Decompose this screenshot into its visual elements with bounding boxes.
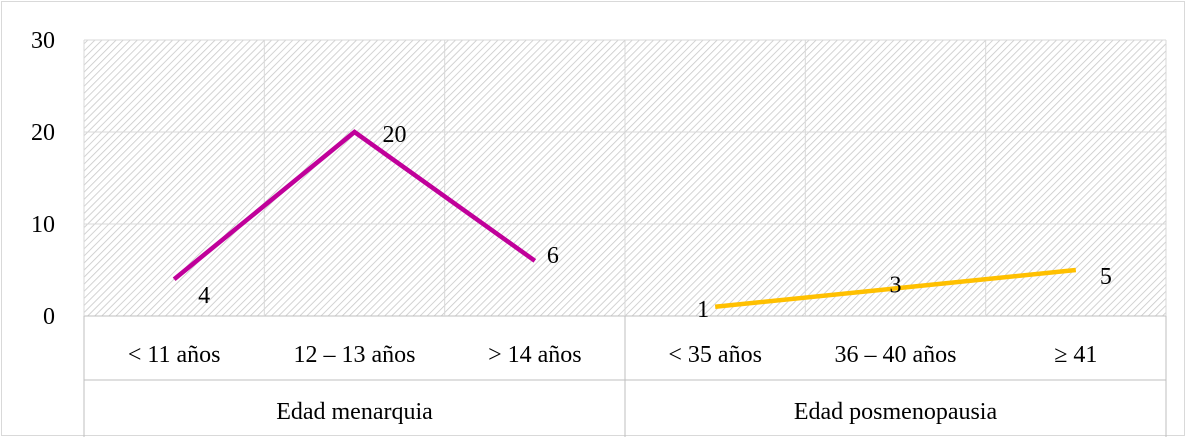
series-line bbox=[172, 129, 537, 281]
group-label: Edad menarquia bbox=[276, 399, 433, 425]
data-label: 20 bbox=[383, 122, 407, 148]
data-label: 4 bbox=[198, 283, 210, 309]
category-label: > 14 años bbox=[488, 342, 582, 368]
y-tick-label: 0 bbox=[43, 304, 55, 330]
category-label: < 11 años bbox=[128, 342, 221, 368]
category-label: 36 – 40 años bbox=[835, 342, 957, 368]
category-label: < 35 años bbox=[668, 342, 762, 368]
y-tick-label: 20 bbox=[31, 120, 55, 146]
labels: < 11 años 12 – 13 años > 14 años Edad menar… bbox=[128, 122, 1112, 425]
series-line bbox=[714, 267, 1077, 310]
y-tick-label: 10 bbox=[31, 212, 55, 238]
y-tick-label: 30 bbox=[31, 28, 55, 54]
series bbox=[172, 129, 1077, 310]
axes: 0 10 20 30 bbox=[31, 28, 1167, 437]
category-label: 12 – 13 años bbox=[294, 342, 416, 368]
data-label: 3 bbox=[890, 272, 902, 298]
data-label: 1 bbox=[697, 297, 709, 323]
gridlines bbox=[83, 39, 1167, 317]
data-label: 6 bbox=[547, 243, 559, 269]
data-label: 5 bbox=[1100, 264, 1112, 290]
category-label: ≥ 41 bbox=[1054, 342, 1097, 368]
group-label: Edad posmenopausia bbox=[794, 399, 998, 425]
